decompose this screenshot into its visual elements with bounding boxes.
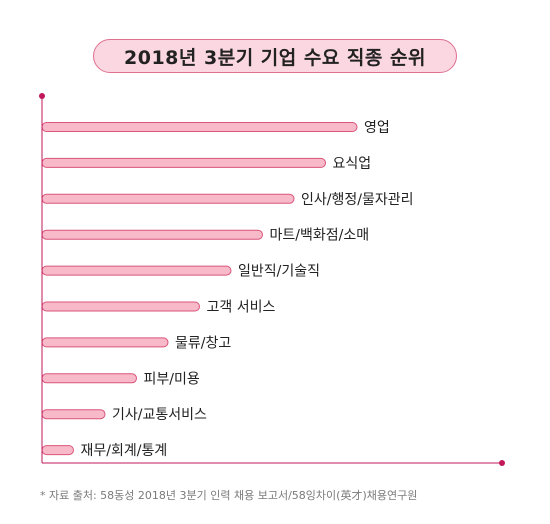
bar-label-10: 재무/회계/통계 — [81, 443, 168, 459]
bar-2 — [41, 157, 326, 168]
bar-label-9: 기사/교통서비스 — [112, 407, 207, 423]
bar-label-2: 요식업 — [333, 156, 372, 172]
bar-label-4: 마트/백화점/소매 — [270, 228, 370, 244]
bar-label-1: 영업 — [364, 120, 390, 136]
bar-8 — [41, 373, 137, 384]
bar-6 — [41, 301, 200, 312]
bar-label-6: 고객 서비스 — [207, 300, 276, 316]
bar-4 — [41, 229, 263, 240]
bar-label-8: 피부/미용 — [144, 371, 200, 387]
bar-10 — [41, 445, 74, 456]
bar-3 — [41, 193, 295, 204]
bar-label-3: 인사/행정/물자관리 — [301, 192, 413, 208]
bar-9 — [41, 409, 106, 420]
bar-5 — [41, 265, 232, 276]
x-axis-end-dot — [499, 460, 505, 466]
bar-label-5: 일반직/기술직 — [238, 264, 320, 280]
bar-label-7: 물류/창고 — [175, 335, 231, 351]
source-note: * 자료 출처: 58동성 2018년 3분기 인력 채용 보고서/58잉차이(… — [40, 489, 418, 502]
chart-title: 2018년 3분기 기업 수요 직종 순위 — [93, 39, 457, 73]
bar-7 — [41, 337, 169, 348]
y-axis-end-dot — [39, 93, 45, 99]
bar-1 — [41, 122, 358, 132]
